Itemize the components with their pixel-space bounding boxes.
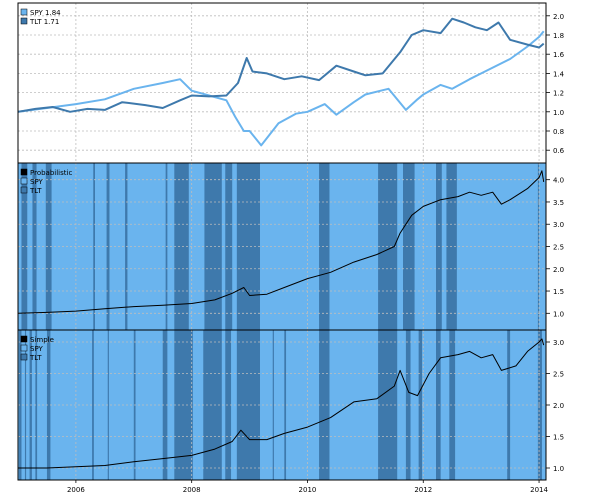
legend-label: TLT — [29, 187, 42, 195]
y-tick-label: 1.0 — [553, 465, 564, 473]
x-axis: 2006 2008 2010 2012 2014 — [67, 480, 548, 494]
panel-frame — [17, 329, 547, 481]
y-tick-label: 2.0 — [553, 402, 564, 410]
y-tick-label: 2.0 — [553, 266, 564, 274]
x-tick-label: 2010 — [299, 486, 317, 494]
x-tick-label: 2012 — [414, 486, 432, 494]
y-tick-label: 2.0 — [553, 13, 564, 21]
allocation-tlt-band — [319, 163, 330, 330]
legend-label: Probabilistic — [30, 169, 72, 177]
allocation-tlt-band — [236, 330, 260, 480]
allocation-tlt-band — [45, 163, 52, 330]
allocation-tlt-band — [236, 163, 260, 330]
y-tick-label: 1.4 — [553, 70, 565, 78]
allocation-tlt-band — [403, 163, 415, 330]
y-tick-label: 1.6 — [553, 51, 565, 59]
allocation-tlt-band — [405, 330, 411, 480]
y-tick-label: 1.0 — [553, 310, 564, 318]
y-tick-label: 2.5 — [553, 244, 564, 252]
legend-swatch — [20, 177, 28, 185]
y-tick-label: 4.0 — [553, 177, 564, 185]
y-tick-label: 0.6 — [553, 147, 565, 155]
x-tick-label: 2008 — [183, 486, 201, 494]
allocation-tlt-band — [107, 330, 109, 480]
allocation-tlt-band — [225, 330, 232, 480]
legend-swatch — [20, 186, 28, 194]
allocation-tlt-band — [507, 330, 511, 480]
legend-swatch — [20, 17, 28, 25]
allocation-tlt-band — [272, 330, 274, 480]
allocation-tlt-band — [449, 330, 456, 480]
allocation-tlt-band — [162, 330, 168, 480]
allocation-tlt-band — [174, 163, 189, 330]
panel-frame — [17, 2, 547, 164]
y-tick-label: 1.5 — [553, 288, 564, 296]
y-tick-label: 1.0 — [553, 109, 564, 117]
series-line-spy — [17, 30, 545, 147]
allocation-tlt-band — [319, 330, 330, 480]
strategy-line — [18, 338, 545, 469]
legend-label: TLT — [29, 354, 42, 362]
allocation-tlt-band — [106, 163, 110, 330]
legend-label: SPY — [30, 178, 44, 186]
legend-label: Simple — [30, 336, 54, 344]
y-tick-label: 3.5 — [553, 199, 564, 207]
allocation-tlt-band — [46, 330, 51, 480]
y-tick-label: 3.0 — [553, 221, 564, 229]
legend-swatch — [20, 344, 28, 352]
y-tick-label: 1.8 — [553, 32, 564, 40]
allocation-tlt-band — [19, 330, 22, 480]
strategy-line — [17, 170, 545, 314]
legend-swatch — [20, 353, 28, 361]
y-tick-label: 1.5 — [553, 434, 564, 442]
legend-swatch — [20, 168, 28, 176]
x-tick-label: 2006 — [67, 486, 85, 494]
allocation-tlt-band — [35, 330, 38, 480]
allocation-tlt-band — [225, 163, 233, 330]
allocation-tlt-band — [418, 330, 423, 480]
y-tick-label: 0.8 — [553, 128, 564, 136]
y-tick-label: 2.5 — [553, 371, 564, 379]
legend-label: SPY — [30, 345, 44, 353]
y-tick-label: 3.0 — [553, 339, 564, 347]
allocation-tlt-band — [203, 330, 222, 480]
legend-swatch — [20, 8, 28, 16]
y-tick-label: 1.2 — [553, 90, 564, 98]
allocation-tlt-band — [21, 163, 28, 330]
legend-swatch — [20, 335, 28, 343]
legend-label: TLT 1.71 — [29, 18, 59, 26]
allocation-tlt-band — [92, 330, 94, 480]
x-tick-label: 2014 — [530, 486, 548, 494]
allocation-tlt-band — [24, 330, 27, 480]
legend-label: SPY 1.84 — [30, 9, 61, 17]
allocation-tlt-band — [284, 330, 287, 480]
series-line-tlt — [17, 17, 545, 113]
allocation-tlt-band — [204, 163, 222, 330]
